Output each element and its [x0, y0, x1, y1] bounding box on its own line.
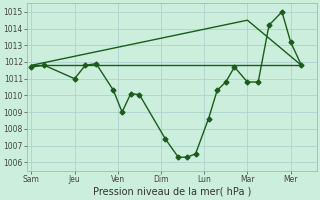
- X-axis label: Pression niveau de la mer( hPa ): Pression niveau de la mer( hPa ): [92, 187, 251, 197]
